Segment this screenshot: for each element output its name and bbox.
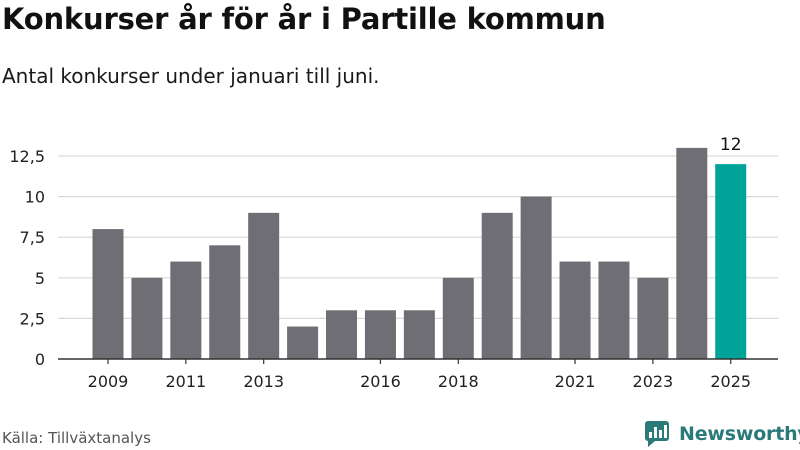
bar-2011 (170, 261, 202, 359)
chart-title: Konkurser år för år i Partille kommun (2, 2, 606, 36)
chart-subtitle: Antal konkurser under januari till juni. (2, 64, 380, 88)
bar-2019 (481, 212, 513, 359)
y-tick-label: 7,5 (20, 228, 45, 247)
bar-2009 (92, 229, 124, 359)
y-tick-label: 10 (25, 188, 45, 207)
y-tick-label: 12,5 (9, 147, 45, 166)
source-note: Källa: Tillväxtanalys (2, 429, 151, 447)
bar-2018 (442, 277, 474, 359)
bar-2024 (676, 147, 708, 359)
bar-2016 (364, 310, 396, 359)
x-tick-label: 2016 (360, 372, 401, 391)
bar-2012 (209, 245, 241, 359)
x-tick-label: 2018 (438, 372, 479, 391)
y-tick-label: 5 (35, 269, 45, 288)
bar-2022 (598, 261, 630, 359)
bar-2010 (131, 277, 163, 359)
bar-2021 (559, 261, 591, 359)
bar-2020 (520, 196, 552, 359)
bar-2013 (248, 212, 280, 359)
x-tick-label: 2023 (633, 372, 674, 391)
bar-2014 (287, 326, 319, 359)
brand-logo[interactable]: Newsworthy (644, 420, 800, 448)
x-tick-label: 2013 (243, 372, 284, 391)
bar-2015 (326, 310, 358, 359)
brand-name: Newsworthy (679, 423, 800, 445)
x-tick-label: 2025 (710, 372, 751, 391)
newsworthy-logo-icon (645, 421, 669, 447)
y-tick-label: 2,5 (20, 309, 45, 328)
x-tick-label: 2009 (88, 372, 129, 391)
x-tick-label: 2011 (165, 372, 206, 391)
bar-2023 (637, 277, 669, 359)
bar-2017 (403, 310, 435, 359)
y-tick-label: 0 (35, 350, 45, 369)
x-tick-label: 2021 (555, 372, 596, 391)
data-label: 12 (720, 135, 742, 155)
bar-2025 (715, 164, 747, 359)
